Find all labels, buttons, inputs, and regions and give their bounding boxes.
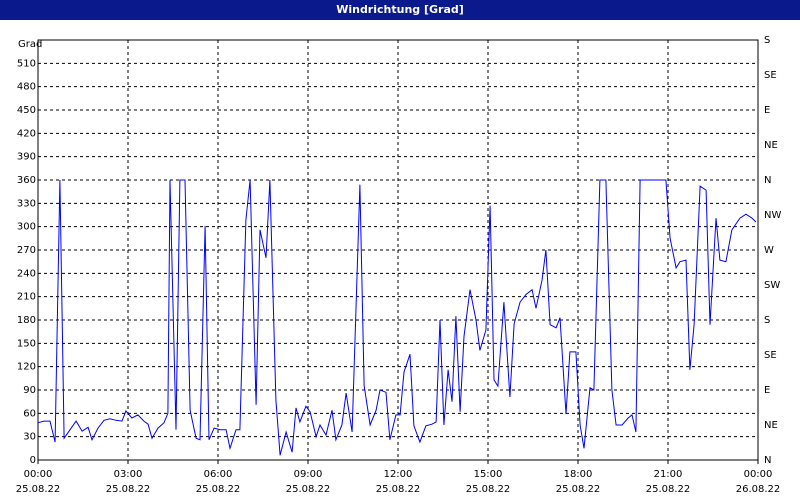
y-tick-label: 30 bbox=[23, 432, 36, 443]
x-tick-label: 18:00 25.08.22 bbox=[555, 469, 601, 495]
y-tick-label: 60 bbox=[23, 408, 36, 419]
y-tick-label: 0 bbox=[30, 455, 36, 466]
y2-tick-label: N bbox=[764, 175, 771, 186]
y2-tick-label: NE bbox=[764, 140, 778, 151]
y2-tick-label: SE bbox=[764, 350, 777, 361]
x-tick-label: 06:00 25.08.22 bbox=[195, 469, 241, 495]
x-tick-label: 03:00 25.08.22 bbox=[105, 469, 151, 495]
y-tick-label: 360 bbox=[17, 175, 36, 186]
x-tick-label: 21:00 25.08.22 bbox=[645, 469, 691, 495]
y-tick-label: 90 bbox=[23, 385, 36, 396]
y-axis-label: Grad bbox=[18, 39, 42, 50]
y-tick-label: 480 bbox=[17, 82, 36, 93]
y-tick-label: 210 bbox=[17, 292, 36, 303]
y2-tick-label: E bbox=[764, 105, 770, 116]
y-tick-label: 420 bbox=[17, 128, 36, 139]
y2-tick-label: NW bbox=[764, 210, 781, 221]
y-tick-label: 390 bbox=[17, 152, 36, 163]
y2-tick-label: N bbox=[764, 455, 771, 466]
chart-title: Windrichtung [Grad] bbox=[0, 0, 800, 20]
data-line bbox=[37, 179, 757, 456]
y-tick-label: 510 bbox=[17, 58, 36, 69]
y2-tick-label: SE bbox=[764, 70, 777, 81]
y-tick-label: 180 bbox=[17, 315, 36, 326]
y-tick-label: 270 bbox=[17, 245, 36, 256]
y-tick-label: 120 bbox=[17, 362, 36, 373]
y2-tick-label: E bbox=[764, 385, 770, 396]
y2-tick-label: S bbox=[764, 35, 770, 46]
y2-tick-label: NE bbox=[764, 420, 778, 431]
y-tick-label: 330 bbox=[17, 198, 36, 209]
x-tick-label: 00:00 25.08.22 bbox=[15, 469, 61, 495]
y2-tick-label: SW bbox=[764, 280, 780, 291]
y-tick-label: 150 bbox=[17, 338, 36, 349]
y2-tick-label: W bbox=[764, 245, 774, 256]
x-tick-label: 00:00 26.08.22 bbox=[735, 469, 781, 495]
x-tick-label: 15:00 25.08.22 bbox=[465, 469, 511, 495]
y2-tick-label: S bbox=[764, 315, 770, 326]
y-tick-label: 240 bbox=[17, 268, 36, 279]
y-tick-label: 450 bbox=[17, 105, 36, 116]
x-tick-label: 12:00 25.08.22 bbox=[375, 469, 421, 495]
y-tick-label: 300 bbox=[17, 222, 36, 233]
x-tick-label: 09:00 25.08.22 bbox=[285, 469, 331, 495]
